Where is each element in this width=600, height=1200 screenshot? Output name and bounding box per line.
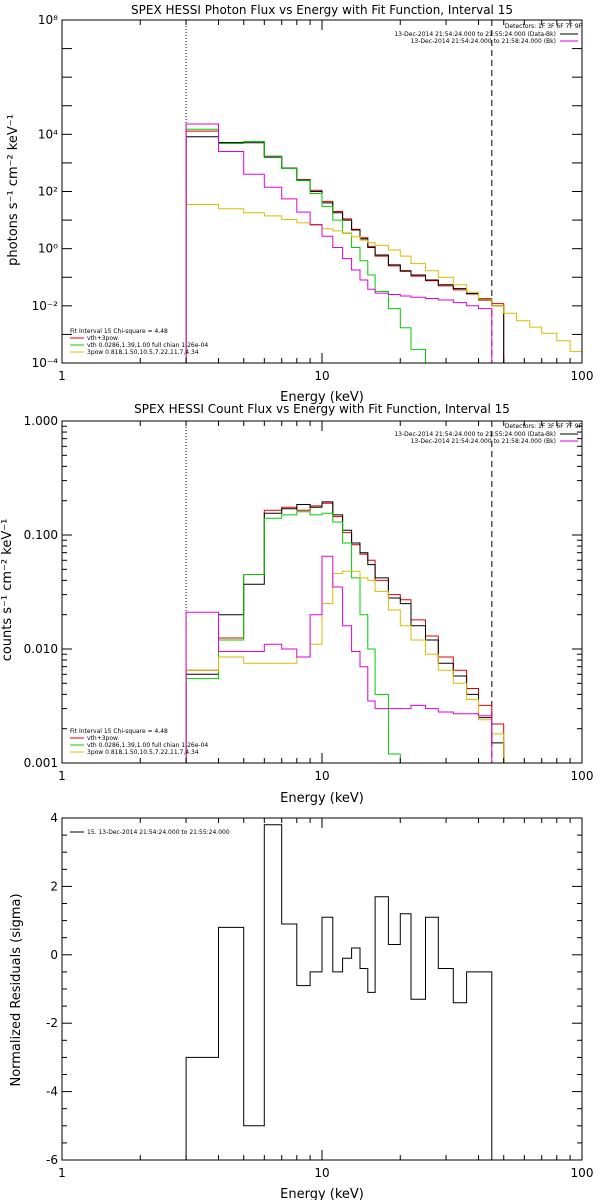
series-line — [185, 555, 493, 763]
series-line — [185, 570, 505, 763]
y-tick-label: 10⁻⁴ — [32, 356, 59, 370]
x-axis-label: Energy (keV) — [280, 390, 364, 405]
y-tick-label: 2 — [50, 879, 58, 893]
x-tick-label: 100 — [571, 769, 594, 783]
x-tick-label: 100 — [571, 1166, 594, 1180]
series-group — [185, 421, 505, 763]
legend-top-left: 15. 13-Dec-2014 21:54:24.000 to 21:55:24… — [70, 829, 230, 836]
series-line — [185, 511, 401, 763]
y-tick-label: 10⁰ — [38, 242, 58, 256]
y-axis-label: Normalized Residuals (sigma) — [9, 893, 24, 1086]
y-axis-label: photons s⁻¹ cm⁻² keV⁻¹ — [6, 114, 21, 266]
count-panel: SPEX HESSI Count Flux vs Energy with Fit… — [0, 402, 594, 806]
y-tick-label: 1.000 — [24, 414, 58, 428]
legend-entry: 13-Dec-2014 21:54:24.000 to 21:55:24.000… — [394, 31, 556, 38]
y-tick-label: 0 — [50, 948, 58, 962]
series-line — [185, 136, 505, 363]
y-tick-label: -2 — [46, 1016, 58, 1030]
x-tick-label: 10 — [314, 769, 329, 783]
legend-top-right: Detectors: 1F 3F 6F 7F 9F 13-Dec-2014 21… — [394, 23, 582, 45]
y-axis-label: counts s⁻¹ cm⁻² keV⁻¹ — [0, 519, 15, 662]
series-line — [185, 128, 426, 363]
legend-entry: 13-Dec-2014 21:54:24.000 to 21:55:24.000… — [394, 431, 556, 438]
legend-entry: 15. 13-Dec-2014 21:54:24.000 to 21:55:24… — [87, 829, 230, 836]
legend-header: Fit Interval 15 Chi-square = 4.48 — [70, 728, 168, 735]
x-tick-label: 1 — [58, 769, 66, 783]
axes-group: 1 10 100 -6 -4 -2 0 2 4 — [46, 811, 593, 1180]
series-line — [185, 123, 493, 363]
y-tick-label: 0.010 — [24, 642, 58, 656]
y-tick-label: -4 — [46, 1085, 58, 1099]
x-tick-label: 10 — [314, 369, 329, 383]
series-group — [185, 824, 493, 1160]
axes-frame — [61, 817, 583, 1161]
chart-title: SPEX HESSI Photon Flux vs Energy with Fi… — [131, 3, 513, 17]
series-line — [185, 824, 493, 1160]
x-tick-label: 1 — [58, 1166, 66, 1180]
legend-entry: 13-Dec-2014 21:54:24.000 to 21:58:24.000… — [411, 438, 556, 445]
y-tick-label: 0.100 — [24, 528, 58, 542]
y-tick-label: 10⁸ — [38, 13, 58, 27]
legend-entry: 3pow 0.818,1.50,10.5,7.22,11.7,4.34 — [87, 749, 199, 756]
x-axis-label: Energy (keV) — [280, 791, 364, 806]
legend-top-right: Detectors: 1F 3F 6F 7F 9F 13-Dec-2014 21… — [394, 423, 582, 445]
y-tick-label: 4 — [50, 811, 58, 825]
legend-entry: 3pow 0.818,1.50,10.5,7.22,11.7,4.34 — [87, 349, 199, 356]
legend-entry: vth+3pow — [87, 335, 118, 342]
series-line — [185, 502, 505, 763]
legend-header: Detectors: 1F 3F 6F 7F 9F — [505, 23, 583, 30]
legend-entry: vth 0.0286,1.39,1.00 full chian 1.26e-04 — [87, 742, 208, 749]
x-tick-label: 1 — [58, 369, 66, 383]
legend-bottom-left: Fit Interval 15 Chi-square = 4.48 vth+3p… — [70, 328, 208, 356]
legend-entry: vth 0.0286,1.39,1.00 full chian 1.26e-04 — [87, 342, 208, 349]
x-tick-label: 100 — [571, 369, 594, 383]
axes-group: 1 10 100 10⁻⁴ 10⁻² 10⁰ 10² 10⁴ 10⁸ — [32, 13, 594, 383]
series-group — [185, 20, 582, 363]
y-tick-label: 10⁻² — [32, 299, 59, 313]
y-tick-label: 0.001 — [24, 756, 58, 770]
legend-header: Detectors: 1F 3F 6F 7F 9F — [505, 423, 583, 430]
y-tick-label: 10² — [38, 185, 58, 199]
series-line — [185, 130, 505, 363]
legend-bottom-left: Fit Interval 15 Chi-square = 4.48 vth+3p… — [70, 728, 208, 756]
axes-group: 1 10 100 0.001 0.010 0.100 1.000 — [24, 414, 594, 783]
legend-entry: 13-Dec-2014 21:54:24.000 to 21:58:24.000… — [411, 38, 556, 45]
x-tick-label: 10 — [314, 1166, 329, 1180]
series-line — [185, 204, 582, 363]
legend-header: Fit Interval 15 Chi-square = 4.48 — [70, 328, 168, 335]
series-line — [185, 501, 505, 763]
residuals-panel: Energy (keV) Normalized Residuals (sigma… — [9, 811, 593, 1200]
legend-entry: vth+3pow — [87, 735, 118, 742]
x-axis-label: Energy (keV) — [280, 1187, 364, 1200]
chart-title: SPEX HESSI Count Flux vs Energy with Fit… — [134, 402, 510, 416]
photon-panel: SPEX HESSI Photon Flux vs Energy with Fi… — [6, 3, 593, 405]
y-tick-label: 10⁴ — [38, 127, 58, 141]
y-tick-label: -6 — [46, 1153, 58, 1167]
